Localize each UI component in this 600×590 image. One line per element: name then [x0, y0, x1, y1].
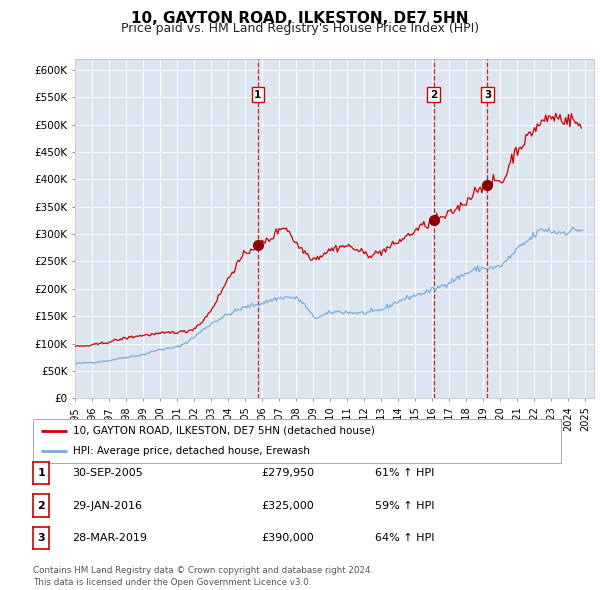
Text: 28-MAR-2019: 28-MAR-2019 [72, 533, 147, 543]
Text: HPI: Average price, detached house, Erewash: HPI: Average price, detached house, Erew… [73, 446, 310, 456]
Text: 10, GAYTON ROAD, ILKESTON, DE7 5HN (detached house): 10, GAYTON ROAD, ILKESTON, DE7 5HN (deta… [73, 426, 374, 436]
Text: 3: 3 [484, 90, 491, 100]
Text: 64% ↑ HPI: 64% ↑ HPI [375, 533, 434, 543]
Text: 10, GAYTON ROAD, ILKESTON, DE7 5HN: 10, GAYTON ROAD, ILKESTON, DE7 5HN [131, 11, 469, 25]
Text: 30-SEP-2005: 30-SEP-2005 [72, 468, 143, 478]
Text: 2: 2 [37, 501, 45, 510]
Text: £325,000: £325,000 [261, 501, 314, 510]
Text: 3: 3 [37, 533, 45, 543]
Text: £390,000: £390,000 [261, 533, 314, 543]
Text: 59% ↑ HPI: 59% ↑ HPI [375, 501, 434, 510]
Text: 61% ↑ HPI: 61% ↑ HPI [375, 468, 434, 478]
Text: 1: 1 [254, 90, 262, 100]
Text: £279,950: £279,950 [261, 468, 314, 478]
Text: 29-JAN-2016: 29-JAN-2016 [72, 501, 142, 510]
Text: Contains HM Land Registry data © Crown copyright and database right 2024.
This d: Contains HM Land Registry data © Crown c… [33, 566, 373, 587]
Text: Price paid vs. HM Land Registry's House Price Index (HPI): Price paid vs. HM Land Registry's House … [121, 22, 479, 35]
Text: 1: 1 [37, 468, 45, 478]
Text: 2: 2 [430, 90, 437, 100]
